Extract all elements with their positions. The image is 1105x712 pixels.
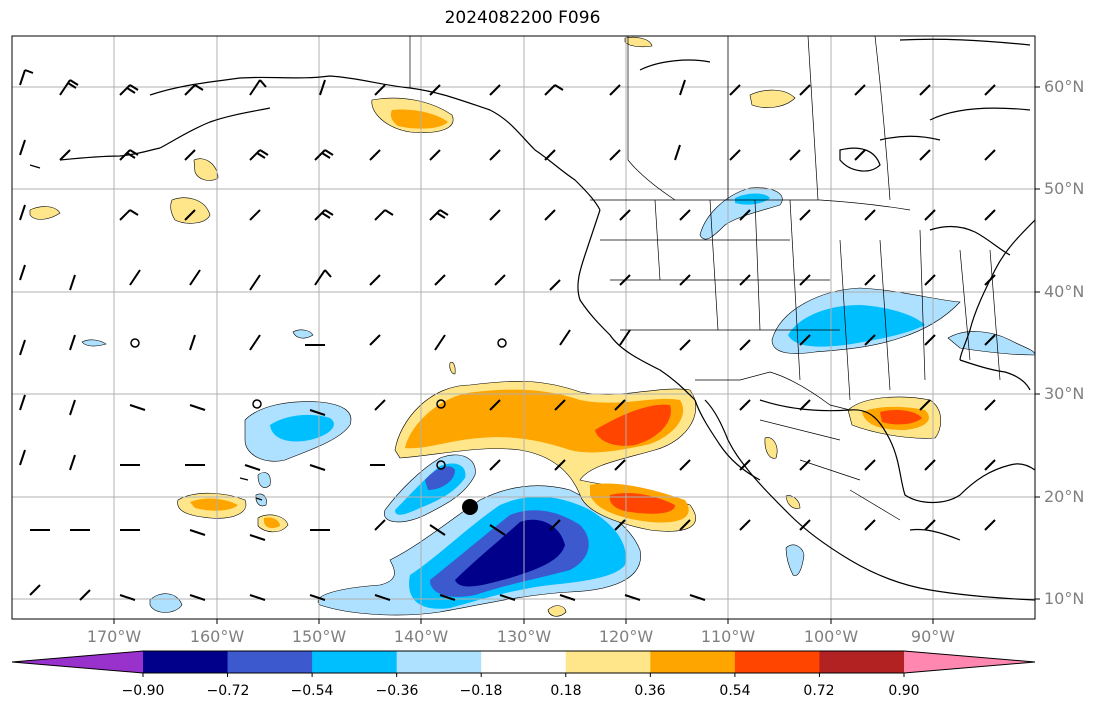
contour-pos-alaska-inner xyxy=(390,109,448,129)
lon-label-170w: 170°W xyxy=(86,627,142,646)
contour-neg-east xyxy=(947,331,1035,356)
lon-label-90w: 90°W xyxy=(910,627,956,646)
contour-neg-large-core xyxy=(455,519,565,587)
colorbar-bin xyxy=(143,651,229,673)
lon-label-150w: 150°W xyxy=(291,627,347,646)
contour-pos-small-7 xyxy=(264,517,280,529)
colorbar-bin xyxy=(227,651,313,673)
colorbar-label: −0.72 xyxy=(206,683,250,699)
lon-label-130w: 130°W xyxy=(496,627,552,646)
colorbar-label: −0.18 xyxy=(459,683,503,699)
contour-pos-band-core1 xyxy=(595,404,671,446)
colorbar-bin xyxy=(734,651,820,673)
lat-label-60n: 60°N xyxy=(1044,77,1085,96)
colorbar-bin xyxy=(650,651,736,673)
map-title: 2024082200 F096 xyxy=(444,8,601,28)
lat-label-30n: 30°N xyxy=(1044,384,1085,403)
colorbar-bin xyxy=(481,651,567,673)
contour-neg-small-1 xyxy=(81,339,107,347)
lon-label-160w: 160°W xyxy=(189,627,245,646)
contour-neg-small-3 xyxy=(149,593,183,613)
contour-neg-north-inner xyxy=(735,193,770,205)
colorbar-label: 0.36 xyxy=(634,683,666,699)
lon-label-110w: 110°W xyxy=(700,627,756,646)
colorbar-label: 0.18 xyxy=(550,683,582,699)
colorbar-label: 0.54 xyxy=(719,683,751,699)
colorbar-label: −0.54 xyxy=(290,683,334,699)
colorbar-bin xyxy=(396,651,482,673)
contour-neg-us-inner xyxy=(788,305,925,347)
contour-pos-small-3 xyxy=(29,206,61,220)
contour-pos-small-10 xyxy=(547,605,567,617)
filled-contours xyxy=(29,36,1035,617)
contour-pos-small-2 xyxy=(193,158,219,181)
axis-ticks xyxy=(113,86,1040,624)
contour-pos-small-11 xyxy=(449,361,456,375)
wind-barbs xyxy=(19,69,996,601)
lat-label-40n: 40°N xyxy=(1044,282,1085,301)
lat-label-50n: 50°N xyxy=(1044,179,1085,198)
colorbar-bin xyxy=(819,651,905,673)
colorbar-extend-high xyxy=(904,651,1035,673)
colorbar-label: 0.72 xyxy=(803,683,835,699)
colorbar xyxy=(11,650,1036,677)
contour-pos-small-1 xyxy=(170,197,211,224)
lon-label-120w: 120°W xyxy=(598,627,654,646)
contour-neg-west-inner xyxy=(270,414,334,442)
contour-pos-small-9 xyxy=(785,495,801,509)
calm-markers xyxy=(130,338,507,470)
contour-pos-small-8 xyxy=(764,437,778,459)
lon-label-140w: 140°W xyxy=(393,627,449,646)
coastlines xyxy=(29,38,1035,601)
colorbar-label: −0.90 xyxy=(121,683,165,699)
lon-label-100w: 100°W xyxy=(803,627,859,646)
contour-pos-small-4 xyxy=(749,89,796,108)
contour-pos-hawaii-inner xyxy=(190,498,238,511)
lat-label-20n: 20°N xyxy=(1044,487,1085,506)
colorbar-label: 0.90 xyxy=(888,683,920,699)
colorbar-bin xyxy=(565,651,651,673)
contour-pos-gulf-core xyxy=(880,410,922,425)
colorbar-label: −0.36 xyxy=(375,683,419,699)
contour-neg-small-2 xyxy=(292,329,314,339)
contour-neg-small-4 xyxy=(785,544,805,576)
location-marker xyxy=(462,499,478,515)
political-boundaries xyxy=(409,36,1001,521)
lat-label-10n: 10°N xyxy=(1044,589,1085,608)
contour-neg-small-5 xyxy=(257,472,271,488)
colorbar-bin xyxy=(312,651,398,673)
colorbar-extend-low xyxy=(12,651,143,673)
contour-neg-mid-core xyxy=(425,466,455,490)
